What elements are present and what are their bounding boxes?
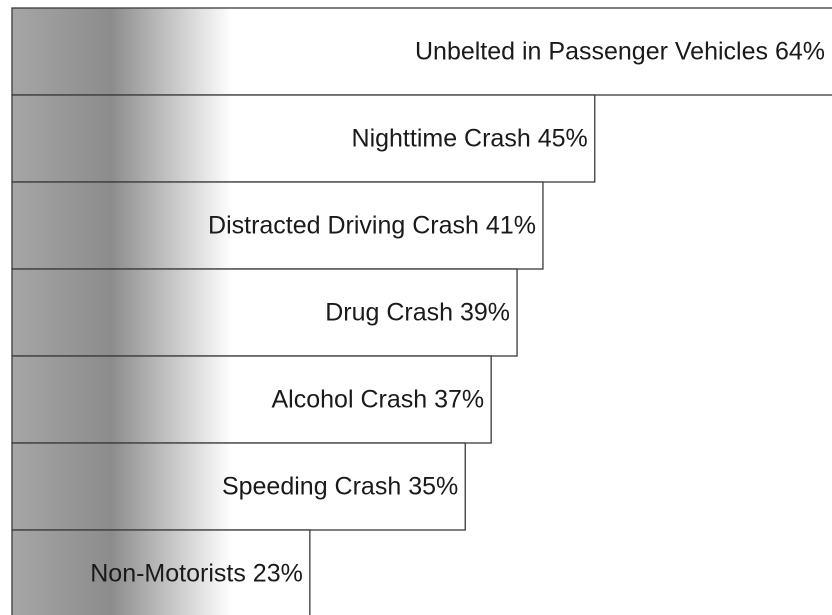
bar (11, 442, 466, 531)
bar (11, 7, 832, 96)
bar-label: Nighttime Crash 45% (352, 124, 588, 152)
value-label: 37% (434, 385, 484, 413)
bar-label: Speeding Crash 35% (222, 472, 458, 500)
bar-label: Distracted Driving Crash 41% (208, 211, 536, 239)
bar-label: Unbelted in Passenger Vehicles 64% (415, 37, 825, 65)
bar (11, 529, 311, 615)
bar-label: Drug Crash 39% (325, 298, 510, 326)
value-label: 35% (408, 472, 458, 500)
bar-label: Non-Motorists 23% (90, 559, 303, 587)
bar (11, 268, 518, 357)
bar (11, 355, 492, 444)
category-label: Speeding Crash (222, 472, 401, 500)
category-label: Drug Crash (325, 298, 453, 326)
category-label: Unbelted in Passenger Vehicles (415, 37, 768, 65)
value-label: 23% (253, 559, 303, 587)
category-label: Non-Motorists (90, 559, 246, 587)
category-label: Distracted Driving Crash (208, 211, 479, 239)
bar-label: Alcohol Crash 37% (272, 385, 485, 413)
category-label: Nighttime Crash (352, 124, 531, 152)
bar (11, 94, 596, 183)
value-label: 45% (538, 124, 588, 152)
category-label: Alcohol Crash (272, 385, 428, 413)
value-label: 39% (460, 298, 510, 326)
value-label: 41% (486, 211, 536, 239)
value-label: 64% (775, 37, 825, 65)
